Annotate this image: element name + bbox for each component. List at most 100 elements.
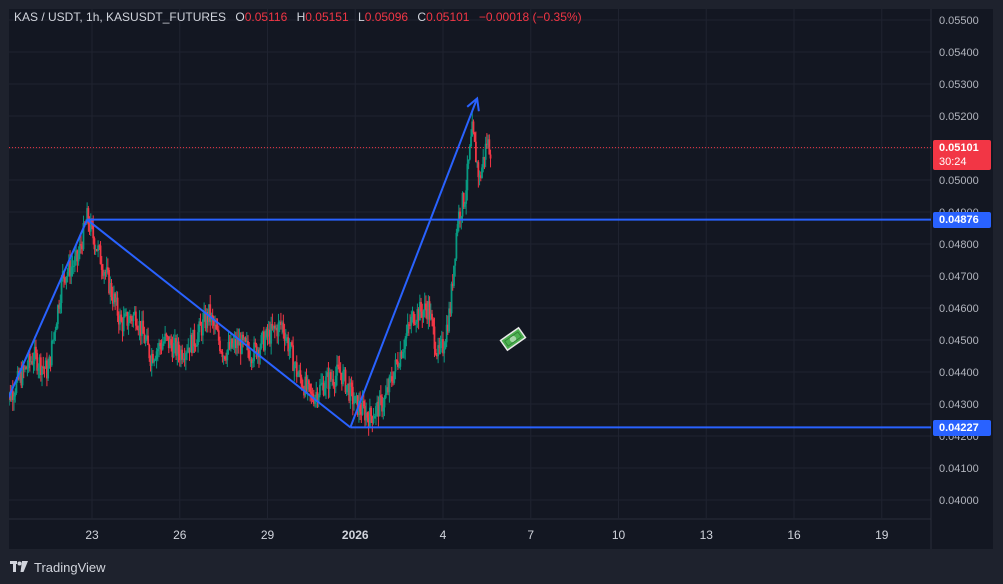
candle-body [316,391,319,402]
candle-body [308,380,310,385]
candle-body [384,393,387,398]
candle-body [43,367,46,369]
candle-body [39,357,42,376]
low-value: 0.05096 [364,10,409,24]
candle-body [287,337,290,352]
candle-body [269,329,271,344]
candle-body [273,325,276,329]
candle-body [276,327,279,337]
candle-body [110,282,113,298]
upper-level-badge[interactable]: 0.04876 [933,212,991,228]
candle-body [425,303,427,310]
candle-body [337,364,340,367]
last-price-value: 0.05101 [939,142,979,154]
candle-body [32,361,35,364]
open-label: O [235,10,245,24]
chart-legend: KAS / USDT, 1h, KASUSDT_FUTURES O0.05116… [14,10,582,24]
candle-body [485,143,488,145]
candle-body [254,342,257,345]
candle-body [321,382,324,384]
candle-body [317,395,320,402]
candle-body [272,325,275,329]
chart-area[interactable]: 0.055000.054000.053000.052000.051000.050… [9,9,993,549]
candle-body [236,338,238,349]
candle-body [386,387,388,394]
candle-body [223,356,226,360]
candle-body [187,347,190,353]
candle-body [155,351,158,360]
high-label: H [296,10,306,24]
candle-body [75,250,78,257]
candle-body [50,340,53,366]
candle-body [124,313,126,317]
candle-body [265,328,268,338]
candle-body [239,339,242,354]
candle-body [468,146,471,160]
candle-body [102,269,104,276]
candle-body [427,301,430,320]
candle-body [171,345,174,358]
candle-body [241,334,243,354]
candle-body [449,308,452,314]
candle-body [38,357,41,368]
candle-body [470,136,472,147]
candle-body [333,384,336,387]
lower-level-badge[interactable]: 0.04227 [933,420,991,436]
candle-body [119,314,121,325]
tradingview-attribution[interactable]: TradingView [10,558,106,576]
candle-body [443,348,446,354]
candle-body [71,266,74,268]
x-tick-label: 19 [875,528,889,542]
candle-body [19,371,21,379]
candle-body [446,324,449,332]
candle-body [475,141,477,163]
candle-body [322,382,325,395]
candle-body [116,297,119,316]
candle-body [379,395,382,397]
candle-body [145,335,148,340]
candle-body [147,335,149,345]
candle-body [483,157,486,160]
candle-body [423,303,426,311]
candle-body [295,362,298,377]
candle-body [421,311,424,318]
money-bill-sticker-icon [499,326,527,352]
candle-body [191,334,193,353]
candle-body [82,223,85,250]
open-value: 0.05116 [244,10,288,24]
candle-body [89,220,92,232]
symbol-label[interactable]: KAS / USDT, 1h, KASUSDT_FUTURES [14,10,227,24]
y-tick-label: 0.05400 [939,47,979,59]
candle-body [209,304,212,322]
candle-body [154,359,157,361]
candle-body [160,346,163,350]
candle-body [184,353,187,360]
candle-body [429,313,432,320]
candle-body [290,342,293,346]
candle-body [399,352,402,367]
candle-body [304,376,307,396]
candle-body [277,322,280,337]
candle-body [31,361,34,364]
candle-body [404,338,407,350]
candle-body [54,330,57,333]
candle-body [355,395,358,397]
tradingview-logo-icon [10,561,28,573]
candle-body [251,361,254,364]
candle-body [334,375,337,387]
candle-body [92,225,95,239]
candle-body [133,311,136,315]
candle-body [67,260,70,273]
candle-body [482,157,485,168]
candle-body [78,243,81,254]
candlestick-chart[interactable]: 0.055000.054000.053000.052000.051000.050… [9,9,993,549]
candle-body [288,348,291,352]
y-tick-label: 0.04500 [939,335,979,347]
candle-body [10,390,13,400]
candle-body [281,322,284,325]
arrow-line [349,98,479,428]
candle-body [172,342,175,358]
candle-body [120,314,123,322]
candle-body [108,270,110,294]
candle-body [261,331,264,336]
